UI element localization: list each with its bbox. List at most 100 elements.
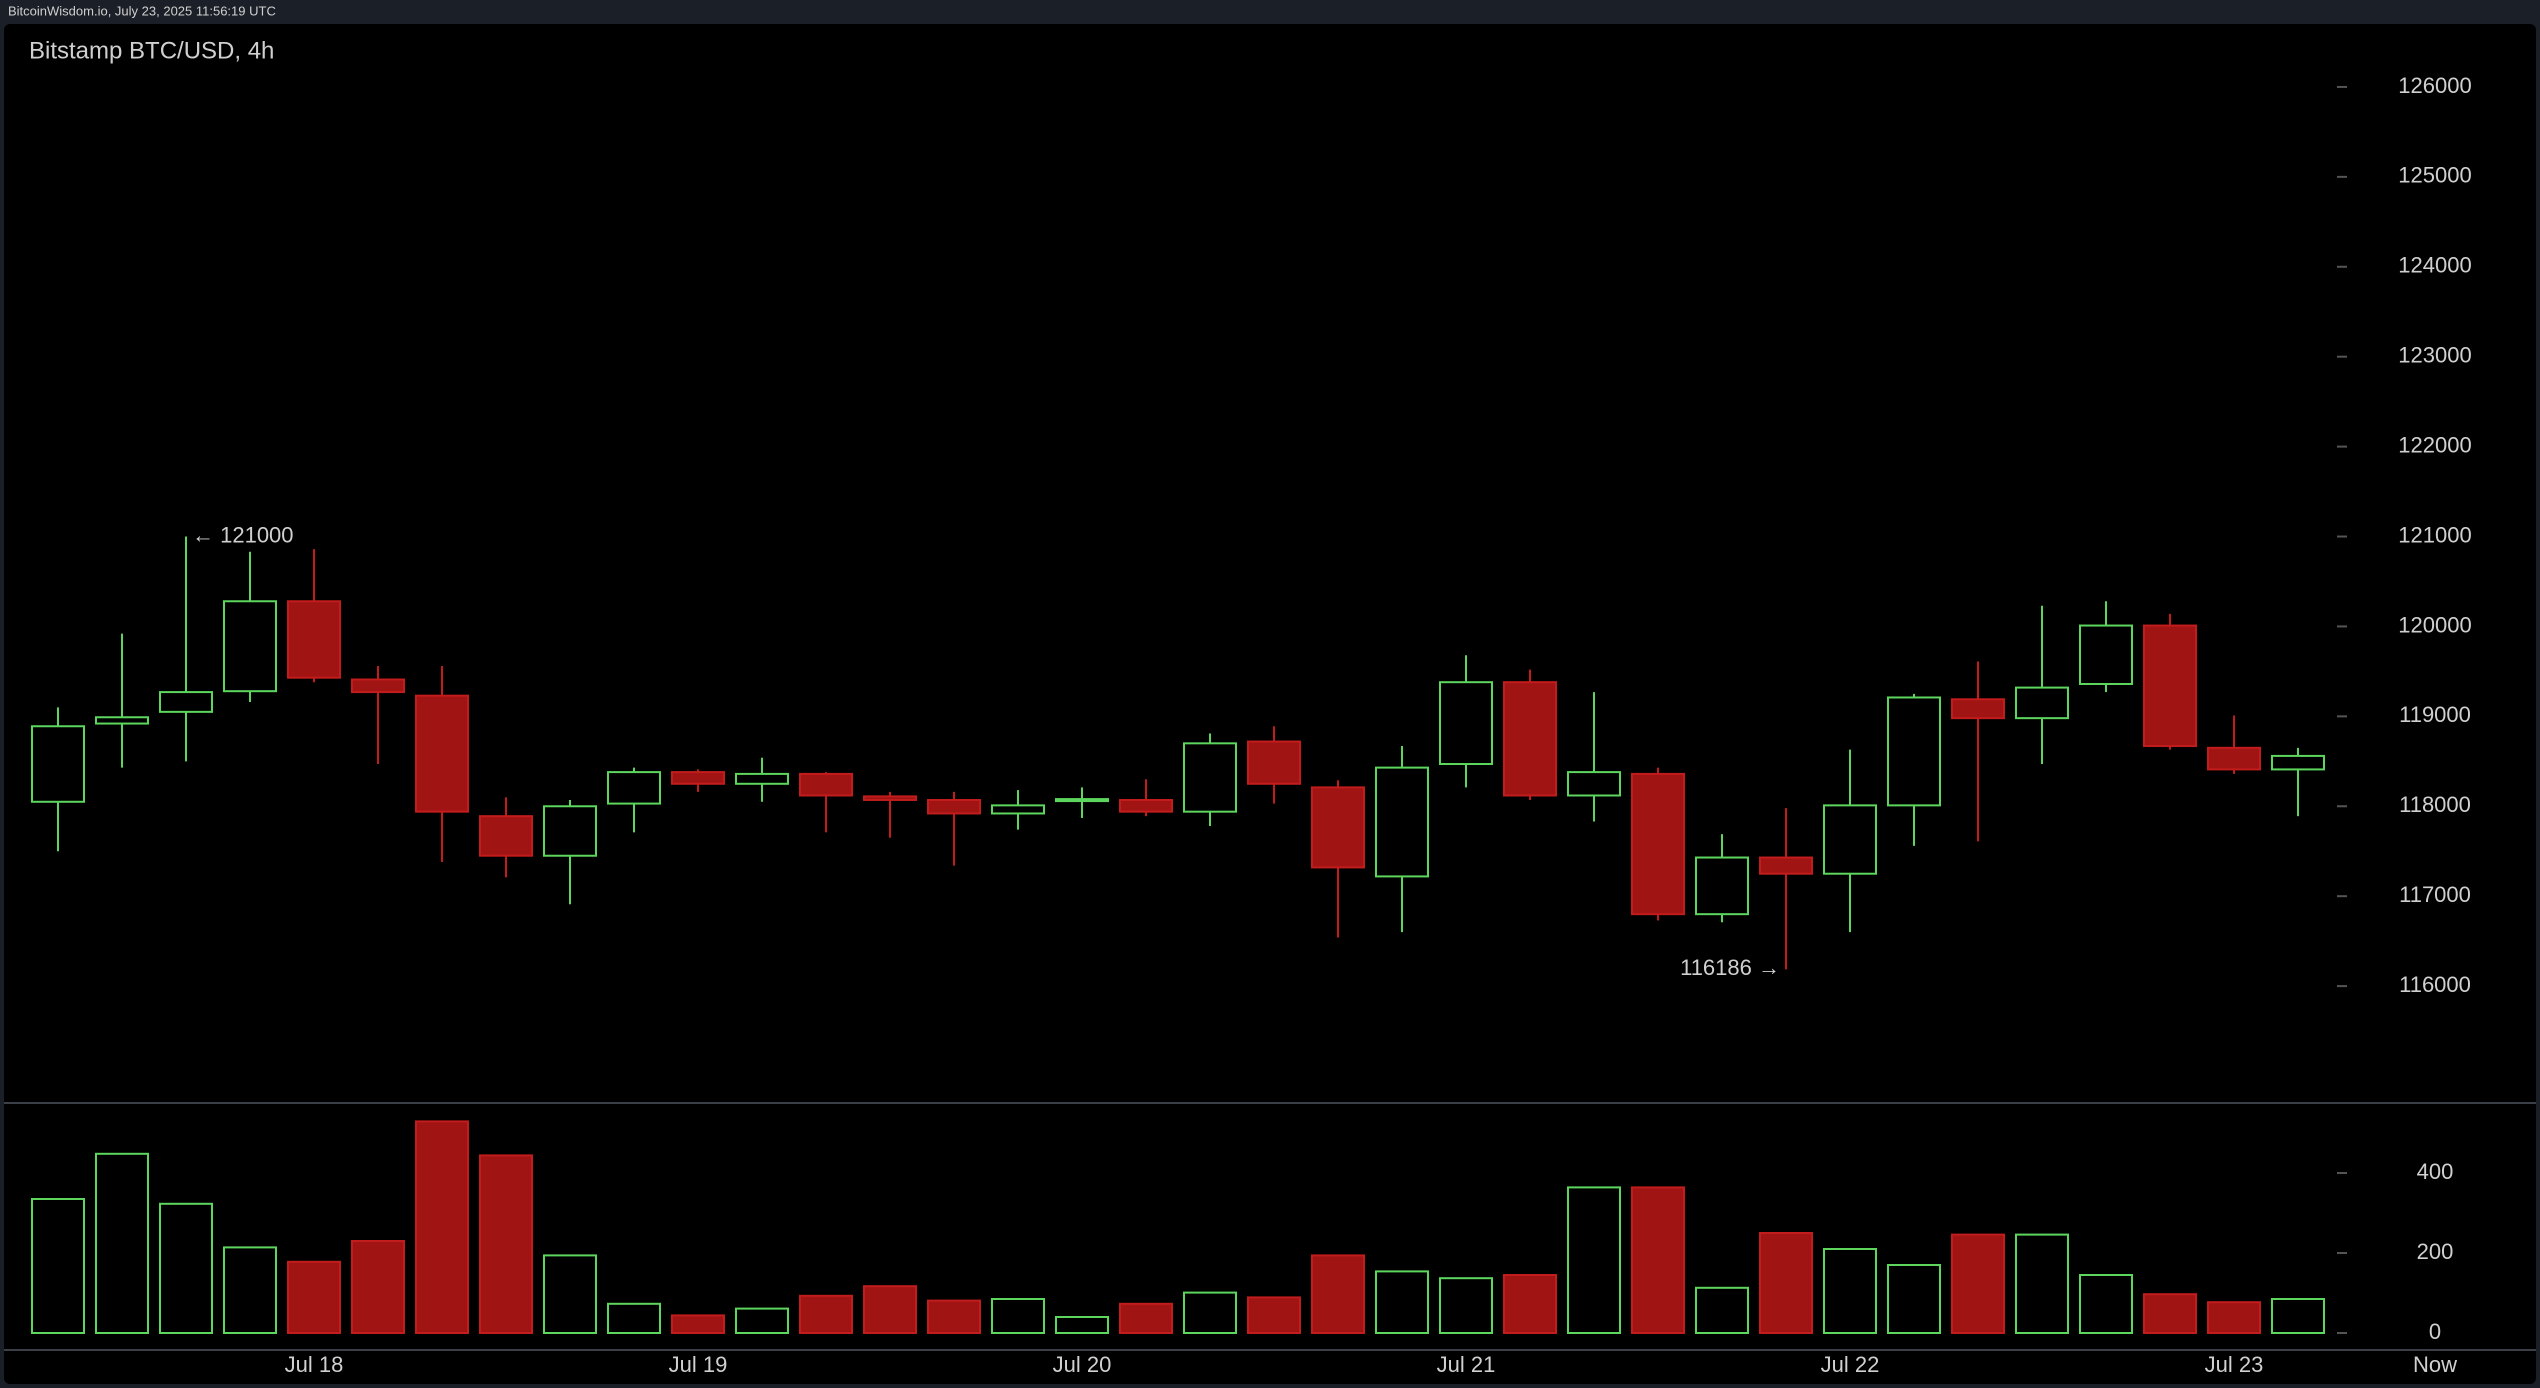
volume-tick-label: 400 <box>2417 1159 2454 1184</box>
volume-bar <box>2207 1301 2261 1334</box>
candle-body <box>1055 798 1109 803</box>
candle-body <box>223 600 277 693</box>
x-tick-label: Jul 23 <box>2205 1352 2264 1377</box>
candle-body <box>2079 624 2133 685</box>
y-tick-label: 116000 <box>2399 972 2471 997</box>
header: BitcoinWisdom.io, July 23, 2025 11:56:19… <box>8 3 276 18</box>
volume-bar <box>671 1314 725 1335</box>
y-tick-label: 123000 <box>2398 343 2471 368</box>
volume-bar <box>1759 1232 1813 1334</box>
volume-bar <box>2143 1293 2197 1334</box>
candle-body <box>1311 786 1365 869</box>
volume-bar <box>159 1202 213 1335</box>
candle-body <box>1567 771 1621 797</box>
y-tick-label: 124000 <box>2398 253 2471 278</box>
candle-body <box>1759 856 1813 875</box>
volume-bar <box>479 1154 533 1335</box>
candle-body <box>1695 856 1749 916</box>
volume-bar <box>351 1240 405 1334</box>
candle-body <box>863 795 917 801</box>
x-tick-label: Jul 20 <box>1053 1352 1112 1377</box>
volume-bar <box>1823 1248 1877 1334</box>
y-tick-label: 121000 <box>2398 522 2471 547</box>
y-tick-label: 126000 <box>2398 73 2471 98</box>
volume-tick-label: 200 <box>2417 1239 2454 1264</box>
volume-bar <box>1119 1302 1173 1335</box>
candle-body <box>735 772 789 785</box>
x-tick-label: Jul 19 <box>669 1352 728 1377</box>
candle-body <box>607 771 661 805</box>
volume-bar <box>287 1260 341 1335</box>
volume-bar <box>2271 1298 2325 1334</box>
volume-bar <box>863 1285 917 1334</box>
candle-body <box>991 804 1045 815</box>
candle-body <box>1375 766 1429 878</box>
candle-body <box>543 805 597 857</box>
volume-bar <box>991 1298 1045 1334</box>
candle-body <box>1631 772 1685 916</box>
candle-body <box>1247 740 1301 785</box>
candle-body <box>351 678 405 694</box>
volume-bar <box>1695 1286 1749 1335</box>
volume-bar <box>1055 1316 1109 1334</box>
candle-body <box>1183 742 1237 813</box>
candle-body <box>927 798 981 815</box>
x-tick-label: Jul 21 <box>1437 1352 1496 1377</box>
volume-bar <box>1567 1186 1621 1335</box>
y-tick-label: 120000 <box>2398 612 2471 637</box>
volume-bar <box>799 1294 853 1335</box>
candle-body <box>1823 804 1877 875</box>
candle-body <box>799 772 853 797</box>
candle-body <box>2207 746 2261 771</box>
candle-body <box>2143 624 2197 748</box>
candle-body <box>1887 696 1941 807</box>
candle-body <box>2271 754 2325 771</box>
x-tick-label: Jul 22 <box>1821 1352 1880 1377</box>
candle-body <box>2015 686 2069 720</box>
volume-bar <box>95 1152 149 1335</box>
volume-bar <box>543 1254 597 1335</box>
annotation: ← 121000 <box>192 522 294 547</box>
volume-bar <box>415 1120 469 1335</box>
volume-bar <box>2015 1233 2069 1334</box>
volume-bar <box>1439 1277 1493 1334</box>
volume-bar <box>2079 1274 2133 1334</box>
volume-bar <box>735 1307 789 1334</box>
x-now-label: Now <box>2413 1352 2457 1377</box>
y-tick-label: 118000 <box>2399 792 2471 817</box>
volume-bar <box>1951 1233 2005 1334</box>
volume-bar <box>607 1302 661 1335</box>
annotation: 116186 → <box>1680 955 1780 980</box>
volume-tick-label: 0 <box>2429 1319 2441 1344</box>
volume-bar <box>1183 1291 1237 1334</box>
volume-bar <box>1375 1270 1429 1335</box>
candle-body <box>479 815 533 857</box>
candle-body <box>1439 681 1493 766</box>
chart-panel <box>4 24 2536 1384</box>
volume-bar <box>1247 1296 1301 1335</box>
x-tick-label: Jul 18 <box>285 1352 344 1377</box>
candle-body <box>31 725 85 803</box>
candle-body <box>1951 698 2005 720</box>
candle-body <box>159 691 213 713</box>
volume-bar <box>1311 1254 1365 1335</box>
y-tick-label: 125000 <box>2398 163 2471 188</box>
volume-bar <box>927 1299 981 1334</box>
volume-bar <box>223 1246 277 1335</box>
volume-bar <box>1503 1274 1557 1334</box>
volume-bar <box>1631 1186 1685 1335</box>
candle-body <box>415 694 469 813</box>
candle-body <box>1503 681 1557 797</box>
candle-body <box>95 716 149 725</box>
volume-bar <box>1887 1264 1941 1334</box>
y-tick-label: 117000 <box>2399 882 2471 907</box>
y-tick-label: 122000 <box>2398 432 2471 457</box>
volume-bar <box>31 1198 85 1334</box>
chart-title: Bitstamp BTC/USD, 4h <box>29 37 274 64</box>
candle-body <box>287 600 341 679</box>
candle-body <box>1119 798 1173 813</box>
y-tick-label: 119000 <box>2399 702 2471 727</box>
candle-body <box>671 771 725 785</box>
